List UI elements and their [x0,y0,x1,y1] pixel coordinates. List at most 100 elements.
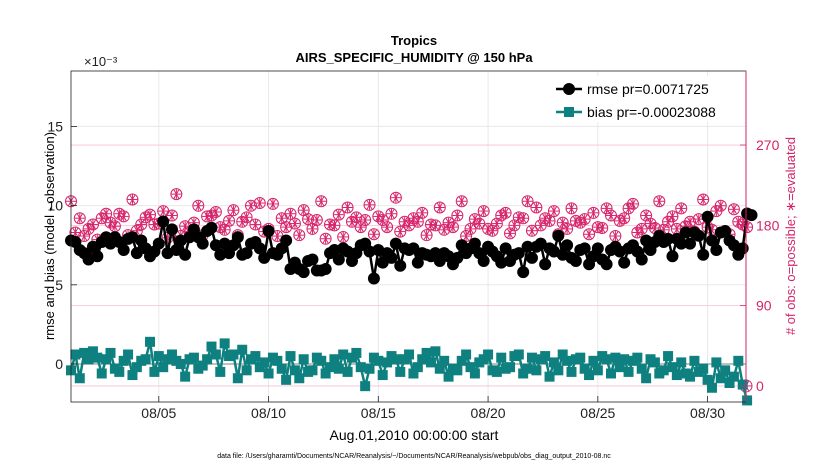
obs-evaluated-marker [333,209,344,220]
rmse-point [130,247,143,260]
rmse-point [679,226,692,239]
legend-rmse-marker [563,83,575,95]
obs-possible-marker [345,215,358,228]
obs-evaluated-marker [557,217,568,228]
rmse-point [179,248,192,261]
obs-possible-marker [512,211,525,224]
obs-evaluated-marker [461,231,472,242]
rmse-point [534,237,547,250]
obs-possible-marker [192,199,205,212]
bias-point [733,355,744,366]
rmse-point [666,250,679,263]
obs-possible-marker [245,199,257,212]
bias-point [649,357,660,368]
obs-evaluated-marker [101,208,112,219]
obs-evaluated-marker [412,216,423,227]
rmse-point [258,251,271,264]
rmse-point [165,223,178,236]
obs-evaluated-marker [83,223,94,234]
bias-point [145,336,156,347]
obs-possible-marker [310,213,323,226]
bias-point [382,357,393,368]
obs-evaluated-marker [526,225,537,236]
obs-possible-marker [583,228,596,241]
obs-possible-marker [376,213,389,226]
bias-point [579,363,590,374]
bias-point [342,366,353,377]
bias-point [232,373,243,384]
bias-point [188,352,199,363]
obs-evaluated-marker [219,224,230,235]
x-tick-label: 08/20 [471,405,506,421]
obs-evaluated-marker [535,220,546,231]
obs-evaluated-marker [281,222,292,233]
bias-point [426,357,436,368]
obs-possible-marker [626,197,639,210]
bias-point [496,352,507,363]
obs-evaluated-marker [575,217,586,228]
obs-possible-marker [78,230,91,243]
obs-evaluated-marker [579,214,590,225]
rmse-point [297,266,310,279]
rmse-point [451,251,464,264]
bias-point [390,354,401,365]
obs-evaluated-marker [728,204,739,215]
obs-evaluated-marker [241,212,252,223]
obs-evaluated-marker [360,214,371,225]
obs-possible-marker [446,221,459,234]
y-axis-label: rmse and bias (model - observation) [42,132,57,340]
bias-point [285,351,296,362]
obs-evaluated-marker [447,222,458,233]
bias-point [158,362,169,373]
obs-evaluated-marker [329,220,340,231]
obs-evaluated-marker [685,216,696,227]
obs-evaluated-marker [404,220,415,231]
obs-possible-marker [547,205,560,218]
obs-evaluated-marker [491,218,502,229]
obs-possible-marker [293,229,306,242]
bias-point [469,368,480,379]
bias-point [531,365,542,376]
obs-evaluated-marker [505,228,516,239]
bias-point [96,368,107,379]
y-tick-label: 15 [47,118,63,134]
rmse-point [468,237,481,250]
obs-evaluated-marker [421,230,432,241]
bias-point [127,370,138,381]
obs-possible-marker [468,213,481,226]
bias-point [430,346,441,357]
bias-point [219,338,230,349]
obs-evaluated-marker [676,203,687,214]
obs-possible-marker [697,193,710,206]
obs-evaluated-marker [377,214,388,225]
bias-point [272,355,283,366]
rmse-point [385,251,398,264]
rmse-point [117,243,130,256]
rmse-point [407,242,420,255]
x-tick-label: 08/10 [251,405,286,421]
rmse-point [477,255,490,268]
bias-point [513,349,524,360]
bias-point [636,363,647,374]
obs-evaluated-marker [641,210,652,221]
obs-evaluated-marker [351,212,362,223]
rmse-point [525,251,538,264]
rmse-point [231,231,244,244]
y2-tick-label: 180 [756,217,780,233]
bias-point [307,365,318,376]
bias-point [87,346,98,357]
rmse-point [745,209,758,222]
bias-point [202,354,213,365]
obs-evaluated-marker [193,200,204,211]
rmse-point [332,253,345,266]
obs-evaluated-marker [619,213,630,224]
bias-point [175,358,186,369]
obs-possible-marker [605,209,617,222]
obs-possible-marker [442,216,455,229]
x-tick-label: 08/15 [361,405,396,421]
obs-possible-marker [473,217,486,230]
obs-evaluated-marker [166,210,177,221]
rmse-point [662,232,675,245]
bias-point [149,366,160,377]
obs-evaluated-marker [610,231,621,242]
